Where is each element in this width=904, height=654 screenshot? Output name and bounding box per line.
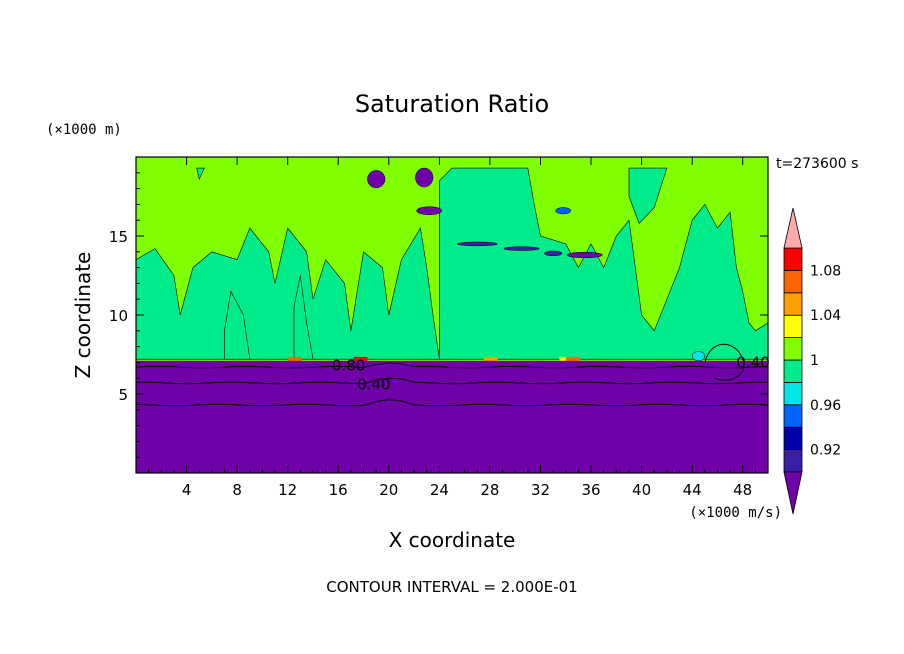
cloud-streak bbox=[555, 207, 572, 215]
colorbar-tick-label: 1.08 bbox=[810, 263, 841, 279]
x-axis-ticks: 4 8 12 16 20 24 28 32 36 40 44 48 bbox=[148, 157, 756, 499]
colorbar-tick-label: 1.04 bbox=[810, 308, 841, 324]
contour-label: 0.80 bbox=[332, 357, 365, 375]
x-tick-label: 16 bbox=[329, 481, 348, 499]
colorbar-band bbox=[783, 292, 803, 316]
y-unit-label: (×1000 m) bbox=[46, 122, 122, 138]
contour-lines bbox=[136, 343, 768, 407]
colorbar-band bbox=[783, 381, 803, 406]
cloud-band-region bbox=[196, 167, 205, 181]
colorbar-band bbox=[783, 269, 803, 294]
x-tick-label: 44 bbox=[683, 481, 702, 499]
colorbar-tick-label: 0.96 bbox=[810, 398, 841, 414]
cloud-band-region bbox=[293, 275, 314, 360]
supersaturated-patch bbox=[287, 356, 302, 361]
x-unit-label: (×1000 m/s) bbox=[689, 505, 782, 521]
cloud-streak bbox=[503, 246, 540, 251]
x-tick-label: 20 bbox=[379, 481, 398, 499]
x-tick-label: 28 bbox=[480, 481, 499, 499]
cloud-streak bbox=[544, 250, 563, 257]
y-tick-label: 5 bbox=[118, 386, 128, 404]
plot-field bbox=[136, 157, 768, 473]
cloud-band-region bbox=[439, 167, 768, 360]
contour-line bbox=[136, 377, 768, 385]
colorbar-band bbox=[783, 426, 803, 451]
time-label: t=273600 s bbox=[776, 156, 858, 172]
y-tick-label: 15 bbox=[109, 228, 128, 246]
colorbar-band bbox=[783, 337, 803, 361]
x-tick-label: 4 bbox=[182, 481, 192, 499]
colorbar-tick-label: 0.92 bbox=[810, 443, 841, 459]
contour-line bbox=[704, 343, 745, 381]
cloud-streak bbox=[691, 351, 706, 362]
supersaturated-patch bbox=[483, 356, 498, 361]
contour-line bbox=[136, 362, 768, 369]
colorbar-band bbox=[783, 314, 803, 339]
cloud-streaks bbox=[287, 167, 706, 362]
y-axis-ticks: 5 10 15 bbox=[109, 172, 768, 458]
contour-label: 0.40 bbox=[736, 353, 769, 371]
chart-title: Saturation Ratio bbox=[355, 90, 549, 118]
cloud-band-region bbox=[628, 167, 668, 224]
colorbar-band bbox=[783, 404, 803, 428]
dry-layer bbox=[136, 360, 768, 473]
cloud-streak bbox=[456, 241, 498, 247]
x-tick-label: 36 bbox=[581, 481, 600, 499]
supersaturated-patch bbox=[353, 356, 368, 361]
cloud-band-region bbox=[224, 290, 251, 360]
colorbar-tick-label: 1 bbox=[810, 353, 819, 369]
colorbar-under-arrow bbox=[783, 471, 803, 515]
contour-interval-footer: CONTOUR INTERVAL = 2.000E-01 bbox=[326, 578, 577, 596]
contour-label: 0.40 bbox=[357, 376, 390, 394]
cloud-streak bbox=[566, 251, 603, 259]
colorbar-band bbox=[783, 247, 803, 271]
contour-labels: 0.800.400.40 bbox=[332, 353, 770, 393]
colorbar-band bbox=[783, 449, 803, 473]
supersaturated-patch bbox=[565, 356, 580, 361]
y-axis-label: Z coordinate bbox=[71, 252, 95, 379]
colorbar: 0.92 0.96 1 1.04 1.08 bbox=[783, 207, 841, 515]
x-tick-label: 48 bbox=[733, 481, 752, 499]
x-tick-label: 12 bbox=[278, 481, 297, 499]
y-tick-label: 10 bbox=[109, 307, 128, 325]
x-tick-label: 24 bbox=[430, 481, 449, 499]
x-tick-label: 8 bbox=[232, 481, 242, 499]
x-axis-label: X coordinate bbox=[389, 528, 516, 552]
cloud-streak bbox=[416, 206, 443, 215]
x-tick-label: 40 bbox=[632, 481, 651, 499]
colorbar-band bbox=[783, 359, 803, 383]
x-tick-label: 32 bbox=[531, 481, 550, 499]
cloud-streak bbox=[367, 170, 386, 189]
cloud-streak bbox=[415, 167, 434, 188]
colorbar-over-arrow bbox=[783, 207, 803, 249]
contour-line bbox=[136, 399, 768, 407]
cloud-band-region bbox=[136, 227, 440, 360]
cloud-band-regions bbox=[136, 167, 768, 360]
